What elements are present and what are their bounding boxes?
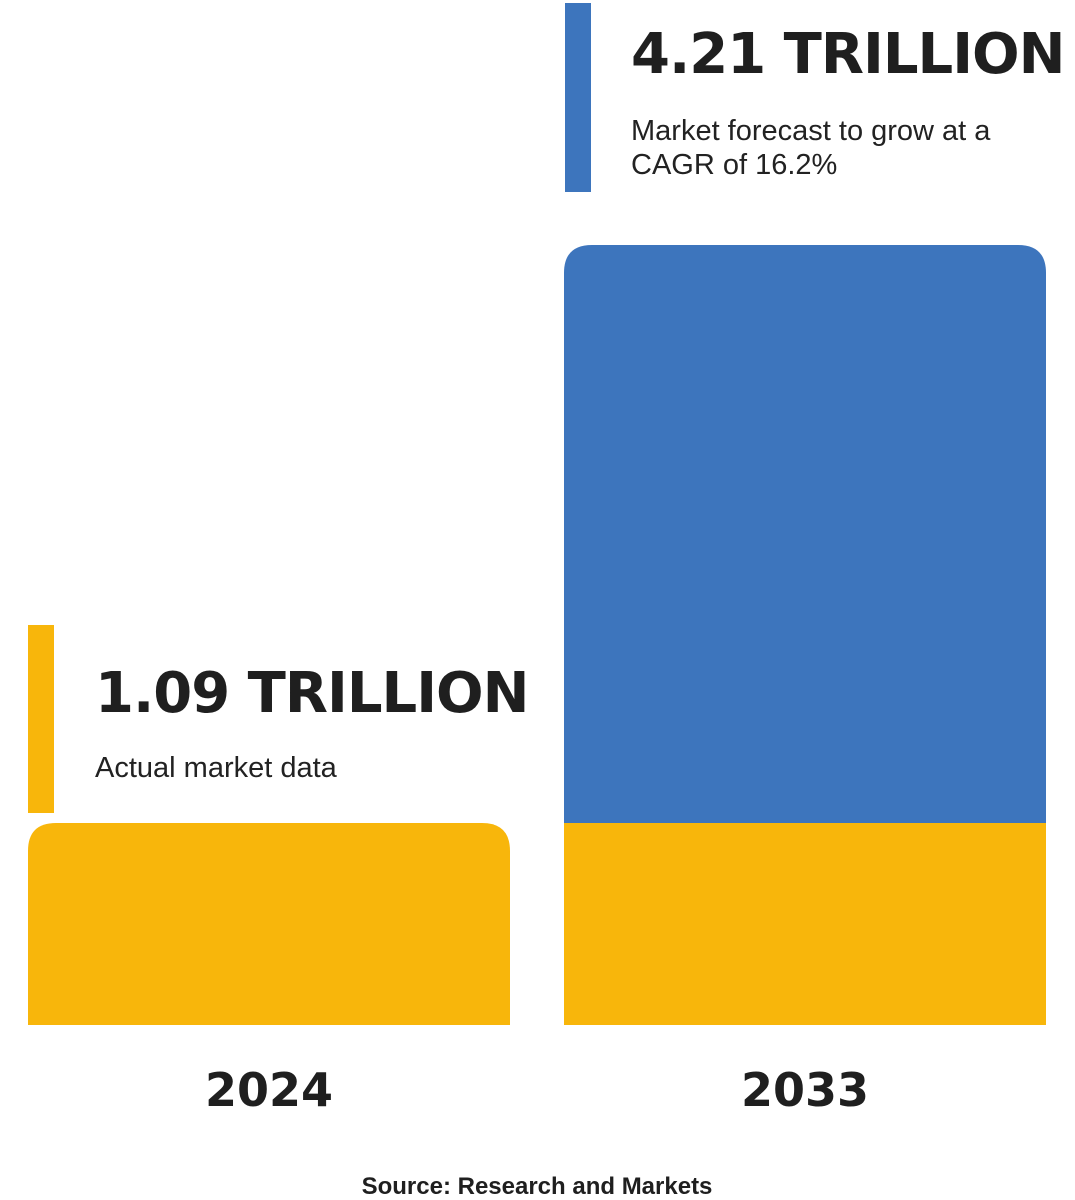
callouts-group: 1.09 TRILLION Actual market data 4.21 TRIL… [28, 3, 1066, 813]
description-2033-line-2: CAGR of 16.2% [631, 149, 837, 181]
callout-accent-2033 [565, 3, 591, 192]
value-label-2033: 4.21 TRILLION [631, 22, 1065, 87]
bars-group [28, 245, 1046, 1025]
bar-2033-actual [564, 823, 1046, 1025]
source-note: Source: Research and Markets [362, 1173, 713, 1200]
bar-2024-actual [28, 823, 510, 1025]
bar-2033-forecast [564, 245, 1046, 824]
description-2024-line-1: Actual market data [95, 752, 338, 784]
x-axis-labels: 2024 2033 [205, 1063, 869, 1117]
x-tick-label-2024: 2024 [205, 1063, 333, 1117]
callout-accent-2024 [28, 625, 54, 813]
description-2033-line-1: Market forecast to grow at a [631, 115, 991, 147]
x-tick-label-2033: 2033 [741, 1063, 869, 1117]
value-label-2024: 1.09 TRILLION [95, 661, 529, 726]
